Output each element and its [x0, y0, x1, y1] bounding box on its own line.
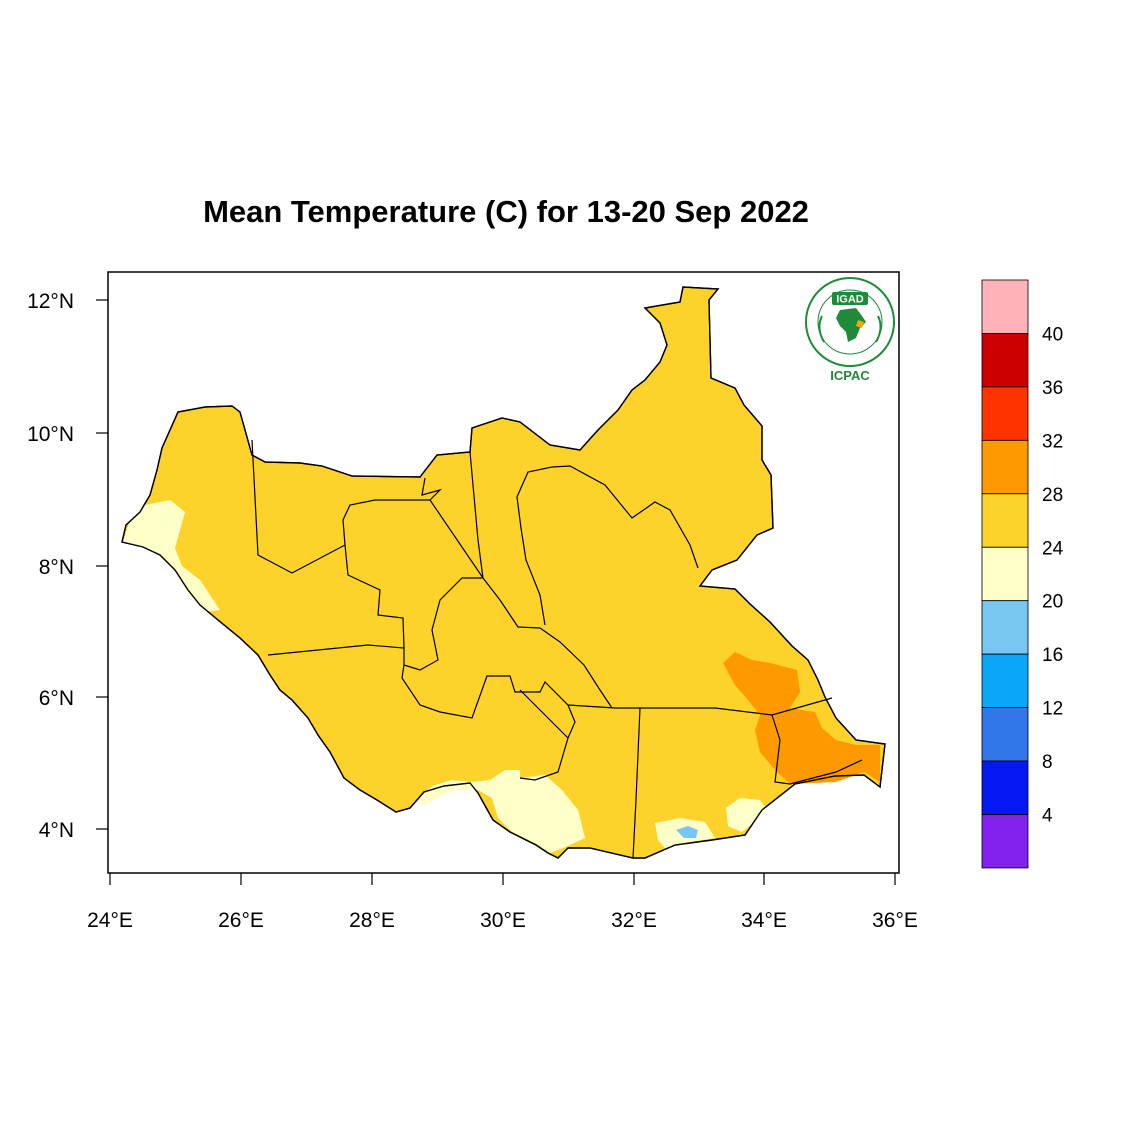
country-outline	[121, 286, 886, 859]
latitude-axis	[96, 299, 108, 830]
boundary-southern-states	[615, 697, 833, 716]
africa-map-icon	[836, 308, 866, 342]
boundary-southeast	[771, 714, 863, 785]
state-boundaries	[251, 439, 863, 859]
colorbar-segment	[981, 760, 1029, 815]
colorbar-label: 24	[1042, 538, 1064, 559]
colorbar-segment	[981, 707, 1029, 762]
boundary-eastern-equatoria	[632, 707, 641, 859]
colorbar-label: 12	[1042, 699, 1063, 720]
mild-region-east	[726, 798, 766, 832]
colorbar-segment	[981, 546, 1029, 602]
mild-region-south	[492, 775, 585, 853]
temperature-field	[121, 286, 886, 859]
lat-tick-label: 6°N	[39, 687, 74, 710]
colorbar-segment	[981, 814, 1029, 869]
laurel-icon	[818, 315, 882, 343]
boundary-lakes	[429, 499, 613, 709]
boundary-eastern-equatoria-west	[567, 704, 576, 739]
colorbar-label: 8	[1042, 752, 1053, 773]
colorbar-segment	[981, 600, 1029, 655]
lon-tick-label: 26°E	[218, 909, 264, 932]
colorbar-segment	[981, 279, 1029, 334]
mild-region-west	[123, 500, 220, 612]
lat-tick-label: 4°N	[39, 819, 74, 842]
igad-logo: IGAD ICPAC	[805, 277, 895, 383]
colorbar-label: 4	[1042, 806, 1053, 827]
map-title: Mean Temperature (C) for 13-20 Sep 2022	[203, 194, 809, 229]
colorbar-segment	[981, 653, 1029, 709]
lon-tick-label: 24°E	[87, 909, 133, 932]
lat-tick-label: 10°N	[27, 423, 74, 446]
boundary-jonglei	[516, 466, 553, 626]
longitude-axis	[109, 873, 896, 885]
logo-subtext: ICPAC	[830, 368, 870, 383]
mild-region-south-west	[418, 770, 520, 806]
logo-title: IGAD	[836, 294, 864, 306]
lon-tick-label: 36°E	[872, 909, 918, 932]
lat-tick-label: 12°N	[27, 290, 74, 313]
colorbar-label: 32	[1042, 431, 1063, 452]
lat-tick-label: 8°N	[39, 556, 74, 579]
hot-region-east	[723, 652, 880, 784]
boundary-west-east-divider	[267, 644, 616, 719]
colorbar-label: 16	[1042, 645, 1063, 666]
boundary-upper-nile	[551, 465, 699, 569]
boundary-northern-bahr-el-ghazal	[344, 544, 405, 649]
igad-region-icon	[856, 320, 864, 328]
colorbar-segment	[981, 439, 1029, 495]
boundary-western-bahr-el-ghazal	[251, 439, 346, 574]
lon-tick-label: 34°E	[741, 909, 787, 932]
logo-banner	[832, 292, 868, 305]
lon-tick-label: 28°E	[349, 909, 395, 932]
colorbar-label: 20	[1042, 592, 1063, 613]
boundary-central-equatoria	[519, 689, 569, 781]
colorbar-label: 36	[1042, 378, 1063, 399]
lon-tick-label: 32°E	[611, 909, 657, 932]
lon-tick-label: 30°E	[480, 909, 526, 932]
boundary-jonglei-west	[469, 451, 484, 579]
cool-spot	[676, 826, 698, 838]
colorbar-segment	[981, 493, 1029, 548]
colorbar-segment	[981, 333, 1029, 388]
colorbar-label: 40	[1042, 324, 1063, 345]
colorbar: 40 36 32 28 24 20 16 12 8 4	[981, 279, 1064, 869]
boundary-unity	[403, 577, 483, 671]
colorbar-segment	[981, 386, 1029, 441]
colorbar-label: 28	[1042, 485, 1063, 506]
boundary-warrap	[342, 477, 443, 546]
